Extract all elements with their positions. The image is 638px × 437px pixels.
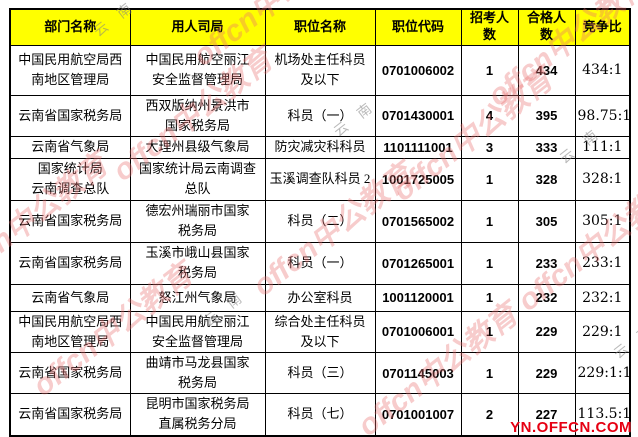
cell-bureau: 曲靖市马龙县国家 税务局 [129, 352, 266, 395]
cell-qualified-count: 395 [517, 94, 576, 137]
cell-position: 机场处主任科员 及以下 [264, 44, 376, 96]
cell-qualified-count: 227 [517, 393, 576, 437]
cell-ratio: 305:1 [574, 199, 631, 243]
cell-recruit-count: 1 [460, 352, 519, 395]
cell-bureau: 大理州县级气象局 [129, 135, 266, 159]
col-header-bureau: 用人司局 [129, 8, 266, 46]
cell-recruit-count: 1 [460, 310, 519, 354]
col-header-position: 职位名称 [264, 8, 376, 46]
cell-bureau: 国家统计局云南调查 总队 [129, 157, 266, 201]
table-row: 中国民用航空局西 南地区管理局 中国民用航空丽江 安全监督管理局 机场处主任科员… [9, 44, 631, 96]
col-header-recruit-count: 招考人 数 [460, 8, 519, 46]
cell-ratio: 229:1 [574, 310, 631, 354]
cell-ratio: 113.5:1 [574, 393, 631, 437]
cell-bureau: 玉溪市峨山县国家 税务局 [129, 241, 266, 285]
cell-department: 云南省国家税务局 [9, 94, 131, 137]
cell-department: 云南省气象局 [9, 283, 131, 312]
table-row: 云南省气象局 大理州县级气象局 防灾减灾科科员 1101111001 3 333… [9, 135, 631, 159]
cell-bureau: 德宏州瑞丽市国家 税务局 [129, 199, 266, 243]
cell-recruit-count: 1 [460, 241, 519, 285]
cell-recruit-count: 1 [460, 283, 519, 312]
cell-code: 0701265001 [374, 241, 462, 285]
cell-qualified-count: 233 [517, 241, 576, 285]
cell-position: 科员（一） [264, 94, 376, 137]
cell-code: 0701001007 [374, 393, 462, 437]
table-row: 国家统计局 云南调查总队 国家统计局云南调查 总队 玉溪调查队科员 2 1001… [9, 157, 631, 201]
cell-code: 1001120001 [374, 283, 462, 312]
header-row: 部门名称 用人司局 职位名称 职位代码 招考人 数 合格人 数 竞争比 [9, 8, 631, 46]
cell-bureau: 中国民用航空丽江 安全监督管理局 [129, 310, 266, 354]
col-header-qualified-count: 合格人 数 [517, 8, 576, 46]
cell-code: 1001725005 [374, 157, 462, 201]
cell-recruit-count: 3 [460, 135, 519, 159]
cell-qualified-count: 229 [517, 352, 576, 395]
site-watermark: YN.OFFCN.COM [510, 419, 632, 436]
cell-department: 云南省气象局 [9, 135, 131, 159]
cell-qualified-count: 328 [517, 157, 576, 201]
cell-ratio: 434:1 [574, 44, 631, 96]
cell-department: 云南省国家税务局 [9, 199, 131, 243]
cell-position: 玉溪调查队科员 2 [264, 157, 376, 201]
cell-recruit-count: 4 [460, 94, 519, 137]
cell-position: 综合处主任科员 及以下 [264, 310, 376, 354]
table-row: 云南省国家税务局 德宏州瑞丽市国家 税务局 科员（二） 0701565002 1… [9, 199, 631, 243]
col-header-ratio: 竞争比 [574, 8, 631, 46]
cell-code: 0701430001 [374, 94, 462, 137]
cell-code: 1101111001 [374, 135, 462, 159]
cell-qualified-count: 232 [517, 283, 576, 312]
cell-department: 云南省国家税务局 [9, 393, 131, 437]
cell-bureau: 怒江州气象局 [129, 283, 266, 312]
cell-bureau: 昆明市国家税务局 直属税务分局 [129, 393, 266, 437]
cell-bureau: 西双版纳州景洪市 国家税务局 [129, 94, 266, 137]
cell-recruit-count: 1 [460, 44, 519, 96]
cell-ratio: 233:1 [574, 241, 631, 285]
cell-qualified-count: 305 [517, 199, 576, 243]
cell-code: 0701006001 [374, 310, 462, 354]
cell-position: 科员（七） [264, 393, 376, 437]
cell-recruit-count: 1 [460, 199, 519, 243]
cell-code: 0701006002 [374, 44, 462, 96]
cell-qualified-count: 229 [517, 310, 576, 354]
table-row: 云南省国家税务局 昆明市国家税务局 直属税务分局 科员（七） 070100100… [9, 393, 631, 437]
col-header-code: 职位代码 [374, 8, 462, 46]
table-row: 云南省国家税务局 玉溪市峨山县国家 税务局 科员（一） 0701265001 1… [9, 241, 631, 285]
cell-ratio: 229:1:1 [574, 352, 631, 395]
table-header: 部门名称 用人司局 职位名称 职位代码 招考人 数 合格人 数 竞争比 [9, 8, 631, 46]
table-body: 中国民用航空局西 南地区管理局 中国民用航空丽江 安全监督管理局 机场处主任科员… [9, 44, 631, 437]
cell-ratio: 328:1 [574, 157, 631, 201]
cell-ratio: 98.75:1 [574, 94, 631, 137]
table-row: 云南省气象局 怒江州气象局 办公室科员 1001120001 1 232 232… [9, 283, 631, 312]
cell-position: 科员（三） [264, 352, 376, 395]
cell-position: 办公室科员 [264, 283, 376, 312]
table-row: 云南省国家税务局 西双版纳州景洪市 国家税务局 科员（一） 0701430001… [9, 94, 631, 137]
cell-department: 国家统计局 云南调查总队 [9, 157, 131, 201]
cell-department: 云南省国家税务局 [9, 352, 131, 395]
cell-department: 云南省国家税务局 [9, 241, 131, 285]
positions-table: 部门名称 用人司局 职位名称 职位代码 招考人 数 合格人 数 竞争比 中国民用… [9, 8, 631, 437]
cell-position: 科员（二） [264, 199, 376, 243]
col-header-department: 部门名称 [9, 8, 131, 46]
table-row: 中国民用航空局西 南地区管理局 中国民用航空丽江 安全监督管理局 综合处主任科员… [9, 310, 631, 354]
cell-code: 0701145003 [374, 352, 462, 395]
cell-bureau: 中国民用航空丽江 安全监督管理局 [129, 44, 266, 96]
cell-position: 防灾减灾科科员 [264, 135, 376, 159]
cell-position: 科员（一） [264, 241, 376, 285]
cell-qualified-count: 333 [517, 135, 576, 159]
cell-ratio: 111:1 [574, 135, 631, 159]
cell-department: 中国民用航空局西 南地区管理局 [9, 310, 131, 354]
cell-ratio: 232:1 [574, 283, 631, 312]
table-row: 云南省国家税务局 曲靖市马龙县国家 税务局 科员（三） 0701145003 1… [9, 352, 631, 395]
cell-code: 0701565002 [374, 199, 462, 243]
cell-department: 中国民用航空局西 南地区管理局 [9, 44, 131, 96]
cell-qualified-count: 434 [517, 44, 576, 96]
cell-recruit-count: 1 [460, 157, 519, 201]
